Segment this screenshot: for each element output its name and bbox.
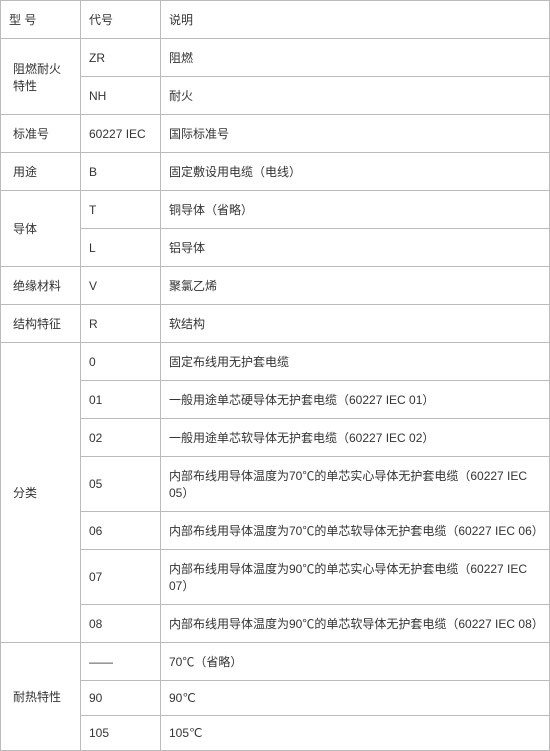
spec-table: 型 号 代号 说明 阻燃耐火特性ZR阻燃NH耐火标准号60227 IEC国际标准… [0, 0, 550, 751]
desc-cell: 耐火 [161, 77, 550, 115]
desc-cell: 70℃（省略） [161, 643, 550, 681]
code-cell: 02 [81, 419, 161, 457]
code-cell: NH [81, 77, 161, 115]
desc-cell: 聚氯乙烯 [161, 267, 550, 305]
table-row: 用途B固定敷设用电缆（电线） [1, 153, 550, 191]
desc-cell: 软结构 [161, 305, 550, 343]
desc-cell: 铝导体 [161, 229, 550, 267]
table-row: 105105℃ [1, 716, 550, 751]
desc-cell: 一般用途单芯硬导体无护套电缆（60227 IEC 01） [161, 381, 550, 419]
header-code: 代号 [81, 1, 161, 39]
category-cell: 结构特征 [1, 305, 81, 343]
table-row: 分类0固定布线用无护套电缆 [1, 343, 550, 381]
code-cell: 08 [81, 605, 161, 643]
desc-cell: 阻燃 [161, 39, 550, 77]
desc-cell: 内部布线用导体温度为90℃的单芯软导体无护套电缆（60227 IEC 08） [161, 605, 550, 643]
table-row: 05内部布线用导体温度为70℃的单芯实心导体无护套电缆（60227 IEC 05… [1, 457, 550, 512]
desc-cell: 105℃ [161, 716, 550, 751]
code-cell: 90 [81, 681, 161, 716]
code-cell: 07 [81, 550, 161, 605]
code-cell: 105 [81, 716, 161, 751]
desc-cell: 内部布线用导体温度为70℃的单芯实心导体无护套电缆（60227 IEC 05） [161, 457, 550, 512]
table-row: 9090℃ [1, 681, 550, 716]
code-cell: B [81, 153, 161, 191]
desc-cell: 国际标准号 [161, 115, 550, 153]
code-cell: ZR [81, 39, 161, 77]
code-cell: 60227 IEC [81, 115, 161, 153]
desc-cell: 一般用途单芯软导体无护套电缆（60227 IEC 02） [161, 419, 550, 457]
category-cell: 用途 [1, 153, 81, 191]
table-row: 02一般用途单芯软导体无护套电缆（60227 IEC 02） [1, 419, 550, 457]
table-row: 07内部布线用导体温度为90℃的单芯实心导体无护套电缆（60227 IEC 07… [1, 550, 550, 605]
table-body: 阻燃耐火特性ZR阻燃NH耐火标准号60227 IEC国际标准号用途B固定敷设用电… [1, 39, 550, 751]
category-cell: 导体 [1, 191, 81, 267]
category-cell: 绝缘材料 [1, 267, 81, 305]
table-row: NH耐火 [1, 77, 550, 115]
table-row: 绝缘材料V聚氯乙烯 [1, 267, 550, 305]
category-cell: 分类 [1, 343, 81, 643]
table-row: L铝导体 [1, 229, 550, 267]
desc-cell: 固定敷设用电缆（电线） [161, 153, 550, 191]
header-row: 型 号 代号 说明 [1, 1, 550, 39]
desc-cell: 铜导体（省略） [161, 191, 550, 229]
table-row: 06内部布线用导体温度为70℃的单芯软导体无护套电缆（60227 IEC 06） [1, 512, 550, 550]
table-row: 标准号60227 IEC国际标准号 [1, 115, 550, 153]
code-cell: 05 [81, 457, 161, 512]
table-row: 导体T铜导体（省略） [1, 191, 550, 229]
code-cell: —— [81, 643, 161, 681]
table-row: 阻燃耐火特性ZR阻燃 [1, 39, 550, 77]
code-cell: V [81, 267, 161, 305]
table-row: 01一般用途单芯硬导体无护套电缆（60227 IEC 01） [1, 381, 550, 419]
code-cell: 0 [81, 343, 161, 381]
category-cell: 耐热特性 [1, 643, 81, 751]
header-model: 型 号 [1, 1, 81, 39]
code-cell: L [81, 229, 161, 267]
category-cell: 标准号 [1, 115, 81, 153]
desc-cell: 内部布线用导体温度为70℃的单芯软导体无护套电缆（60227 IEC 06） [161, 512, 550, 550]
category-cell: 阻燃耐火特性 [1, 39, 81, 115]
code-cell: T [81, 191, 161, 229]
code-cell: 06 [81, 512, 161, 550]
table-row: 结构特征R软结构 [1, 305, 550, 343]
table-row: 耐热特性——70℃（省略） [1, 643, 550, 681]
code-cell: R [81, 305, 161, 343]
desc-cell: 内部布线用导体温度为90℃的单芯实心导体无护套电缆（60227 IEC 07） [161, 550, 550, 605]
desc-cell: 固定布线用无护套电缆 [161, 343, 550, 381]
desc-cell: 90℃ [161, 681, 550, 716]
table-row: 08内部布线用导体温度为90℃的单芯软导体无护套电缆（60227 IEC 08） [1, 605, 550, 643]
code-cell: 01 [81, 381, 161, 419]
header-desc: 说明 [161, 1, 550, 39]
